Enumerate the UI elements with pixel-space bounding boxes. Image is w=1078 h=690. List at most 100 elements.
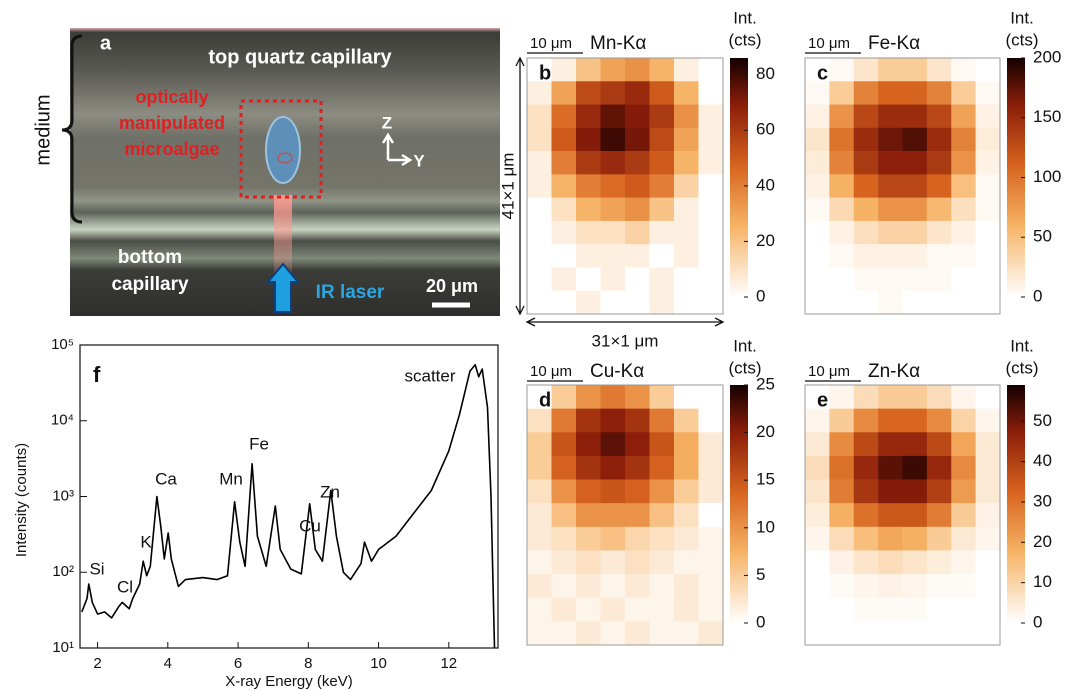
heatmap-cell <box>902 479 928 504</box>
heatmap-cell <box>902 267 928 292</box>
heatmap-cell <box>829 550 855 575</box>
heatmap-cell <box>926 58 952 82</box>
colorbar-tick-label: 200 <box>1033 47 1061 66</box>
heatmap-cell <box>878 385 903 409</box>
heatmap-cell <box>951 550 976 575</box>
heatmap-cell <box>625 197 650 222</box>
colorbar-tick-label: 15 <box>756 470 775 489</box>
target-label: microalgae <box>124 139 219 159</box>
heatmap-cell <box>625 244 650 268</box>
colorbar-tick-label: 5 <box>756 565 765 584</box>
heatmap-cell <box>698 151 724 175</box>
heatmap-cell <box>576 621 601 646</box>
heatmap-cell <box>674 220 699 245</box>
heatmap-cell <box>829 432 855 457</box>
colorbar-tick-label: 10 <box>1033 572 1052 591</box>
heatmap-cell <box>576 385 601 409</box>
heatmap-cell <box>698 574 724 599</box>
axis-label: Z <box>382 113 392 132</box>
heatmap-cell <box>951 621 976 646</box>
heatmap-cell <box>600 408 626 433</box>
heatmap-cell <box>975 597 1001 622</box>
heatmap-cell <box>527 550 552 575</box>
peak-label: Mn <box>219 469 243 488</box>
heatmap-cell <box>576 174 601 198</box>
heatmap-cell <box>527 621 552 646</box>
target-label: optically <box>135 87 208 107</box>
heatmap-cell <box>551 104 577 129</box>
dimension-label: 31×1 μm <box>592 331 659 350</box>
heatmap-cell <box>576 104 601 129</box>
heatmap-cell <box>698 597 724 622</box>
heatmap-cell <box>674 197 699 222</box>
panel-letter: a <box>100 32 112 54</box>
heatmap-cell <box>951 174 976 198</box>
panel-letter: e <box>817 389 828 411</box>
heatmap-cell <box>829 267 855 292</box>
heatmap-cell <box>600 550 626 575</box>
heatmap-cell <box>527 408 552 433</box>
heatmap-cell <box>853 597 879 622</box>
heatmap-cell <box>853 479 879 504</box>
heatmap-cell <box>600 385 626 409</box>
heatmap-cell <box>853 197 879 222</box>
heatmap-cell <box>698 244 724 268</box>
heatmap-cell <box>625 432 650 457</box>
peak-label: Fe <box>249 434 269 453</box>
map-title: Zn-Kα <box>868 361 920 382</box>
heatmap-cell <box>805 220 830 245</box>
x-tick-label: 12 <box>440 655 457 672</box>
heatmap-cell <box>975 174 1001 198</box>
map-title: Mn-Kα <box>590 33 646 54</box>
heatmap-cell <box>878 526 903 551</box>
heatmap-cell <box>926 621 952 646</box>
selection-box <box>239 99 323 199</box>
x-tick-label: 2 <box>93 655 101 672</box>
heatmap-cell <box>951 574 976 599</box>
heatmap-cell <box>698 197 724 222</box>
heatmap-cell <box>926 104 952 129</box>
heatmap-cell <box>600 432 626 457</box>
heatmap-cell <box>576 127 601 152</box>
heatmap-cell <box>975 408 1001 433</box>
heatmap-cell <box>649 479 675 504</box>
heatmap-cell <box>600 597 626 622</box>
panel-letter: c <box>817 62 828 84</box>
heatmap-cell <box>926 174 952 198</box>
heatmap-cell <box>674 267 699 292</box>
heatmap-cell <box>829 503 855 528</box>
heatmap-cell <box>926 574 952 599</box>
heatmap-cell <box>698 621 724 646</box>
heatmap-cell <box>951 597 976 622</box>
heatmap-cell <box>551 81 577 105</box>
heatmap-cell <box>551 244 577 268</box>
heatmap-cell <box>551 479 577 504</box>
heatmap-cell <box>975 550 1001 575</box>
heatmap-cell <box>853 174 879 198</box>
heatmap-cell <box>551 550 577 575</box>
heatmap-cell <box>698 290 724 315</box>
heatmap-cell <box>527 597 552 622</box>
heatmap-cell <box>926 220 952 245</box>
x-tick-label: 10 <box>370 655 387 672</box>
heatmap-cell <box>576 503 601 528</box>
heatmap-cell <box>649 127 675 152</box>
heatmap-cell <box>878 455 903 480</box>
heatmap-cell <box>805 432 830 457</box>
laser-label: IR laser <box>316 282 385 303</box>
heatmap-cell <box>649 81 675 105</box>
heatmap-cell <box>951 127 976 152</box>
heatmap-cell <box>551 621 577 646</box>
dimension-arrow <box>515 56 525 316</box>
heatmap-cell <box>902 127 928 152</box>
colorbar-tick-label: 0 <box>1033 286 1042 305</box>
heatmap-cell <box>951 197 976 222</box>
heatmap-cell <box>926 81 952 105</box>
heatmap-cell <box>698 267 724 292</box>
heatmap-cell <box>625 526 650 551</box>
heatmap-cell <box>576 58 601 82</box>
heatmap-cell <box>600 267 626 292</box>
colorbar-label: (cts) <box>728 30 761 49</box>
heatmap-cell <box>926 267 952 292</box>
